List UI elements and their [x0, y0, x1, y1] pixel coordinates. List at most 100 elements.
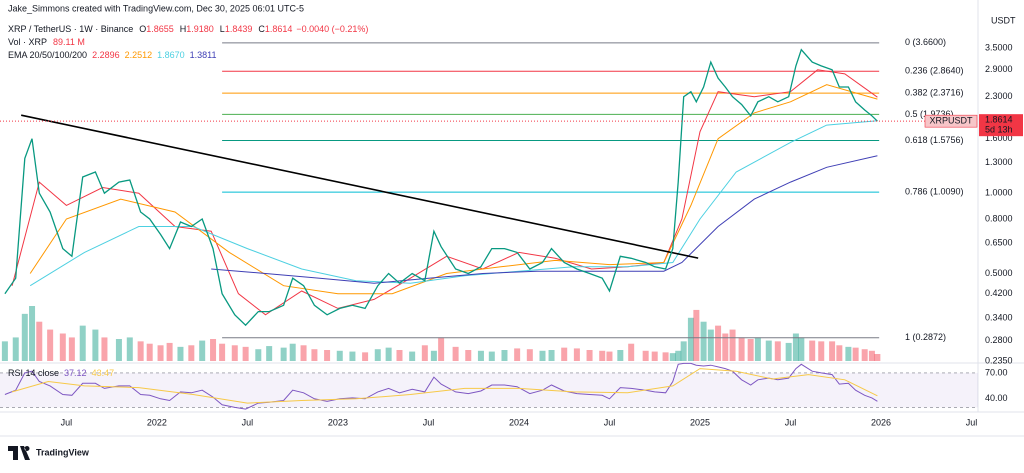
y-tick-label: 2.3000	[985, 91, 1013, 101]
ema-value: 1.8670	[157, 50, 185, 60]
volume-bar	[874, 353, 881, 361]
ohlc-value: 1.8439	[225, 24, 253, 34]
symbol-tag-label: XRPUSDT	[929, 116, 973, 126]
volume-bar	[452, 346, 459, 361]
volume-bar	[59, 333, 66, 361]
volume-bar	[336, 350, 343, 361]
volume-bar	[792, 333, 799, 361]
volume-bar	[738, 337, 745, 361]
volume-bar	[651, 351, 658, 361]
volume-bar	[700, 321, 707, 361]
volume-bar	[465, 350, 472, 361]
fib-label: 0.786 (1.0090)	[905, 187, 964, 197]
volume-bar	[300, 345, 307, 361]
ema-line	[11, 69, 878, 316]
x-tick-label: Jul	[604, 417, 616, 427]
volume-bar	[242, 346, 249, 361]
volume-bar	[477, 350, 484, 361]
logo-icon	[8, 446, 30, 460]
volume-bar	[115, 339, 122, 361]
volume-bar	[662, 352, 669, 361]
volume-bar	[349, 351, 356, 361]
ema-value: 2.2512	[125, 50, 153, 60]
volume-bar	[754, 337, 761, 361]
ohlc-label: O	[139, 24, 146, 34]
volume-bar	[255, 349, 262, 361]
volume-bar	[852, 347, 859, 361]
volume-bar	[101, 337, 108, 361]
volume-bar	[409, 351, 416, 361]
volume-bar	[818, 341, 825, 361]
x-tick-label: Jul	[61, 417, 73, 427]
rsi-line	[4, 362, 878, 410]
volume-bar	[21, 313, 28, 361]
ema-value: 1.3811	[190, 50, 217, 60]
volume-bar	[266, 346, 273, 361]
y-tick-label: 1.3000	[985, 157, 1013, 167]
price-line	[4, 48, 878, 327]
y-tick-label: 0.4200	[985, 288, 1013, 298]
volume-bar	[642, 350, 649, 361]
x-tick-label: Jul	[242, 417, 254, 427]
symbol-tag	[924, 114, 978, 128]
volume-bar	[311, 349, 318, 361]
volume-line: Vol · XRP 89.11 M	[8, 37, 85, 47]
fib-label: 0.236 (2.8640)	[905, 66, 964, 76]
price-tag	[979, 114, 1023, 137]
x-tick-label: 2022	[147, 417, 167, 427]
credit: Jake_Simmons created with TradingView.co…	[8, 3, 304, 13]
volume-bar	[765, 340, 772, 361]
volume-bar	[157, 345, 164, 361]
volume-bar	[280, 347, 287, 361]
ohlc-label: C	[258, 24, 265, 34]
volume-bar	[68, 337, 75, 361]
volume-label: Vol · XRP	[8, 37, 47, 47]
volume-bar	[785, 342, 792, 361]
price-tag-countdown: 5d 13h	[985, 125, 1013, 135]
volume-bar	[693, 309, 700, 361]
ema-line	[29, 84, 878, 295]
brand: TradingView	[36, 447, 90, 457]
x-tick-label: 2026	[871, 417, 891, 427]
volume-bar	[548, 350, 555, 361]
rsi-tick-label: 40.00	[985, 393, 1008, 403]
trendline	[21, 114, 699, 259]
volume-bar	[210, 339, 217, 361]
y-tick-label: 1.0000	[985, 188, 1013, 198]
volume-bar	[561, 347, 568, 361]
volume-bar	[47, 329, 54, 361]
symbol-title: XRP / TetherUS · 1W · Binance	[8, 24, 133, 34]
volume-bar	[836, 345, 843, 361]
volume-bar	[137, 341, 144, 361]
rsi-last: 43.47	[92, 368, 115, 378]
volume-bar	[126, 337, 133, 361]
volume-bar	[146, 343, 153, 361]
symbol-line: XRP / TetherUS · 1W · Binance O1.8655 H1.9…	[8, 24, 368, 34]
volume-bar	[669, 353, 676, 361]
volume-bar	[774, 341, 781, 361]
y-tick-label: 3.5000	[985, 42, 1013, 52]
volume-bar	[324, 350, 331, 361]
volume-bar	[845, 346, 852, 361]
ema-line: EMA 20/50/100/200 2.2896 2.2512 1.8670 1.381…	[8, 50, 217, 60]
y-tick-label: 1.6000	[985, 133, 1013, 143]
y-tick-label: 0.6500	[985, 237, 1013, 247]
volume-bar	[219, 343, 226, 361]
ohlc-label: H	[180, 24, 187, 34]
y-unit: USDT	[991, 15, 1016, 25]
volume-bar	[29, 306, 36, 361]
rsi-last: 37.12	[64, 368, 87, 378]
y-tick-label: 0.3400	[985, 313, 1013, 323]
x-tick-label: Jul	[966, 417, 978, 427]
volume-bar	[501, 350, 508, 361]
volume-bar	[680, 341, 687, 361]
volume-bar	[374, 349, 381, 361]
footer-logo: TradingView	[8, 446, 90, 460]
rsi-title: RSI 14 close	[8, 368, 59, 378]
ema-value: 2.2896	[92, 50, 120, 60]
volume-bar	[396, 350, 403, 361]
x-tick-label: 2023	[328, 417, 348, 427]
volume-bar	[722, 333, 729, 361]
